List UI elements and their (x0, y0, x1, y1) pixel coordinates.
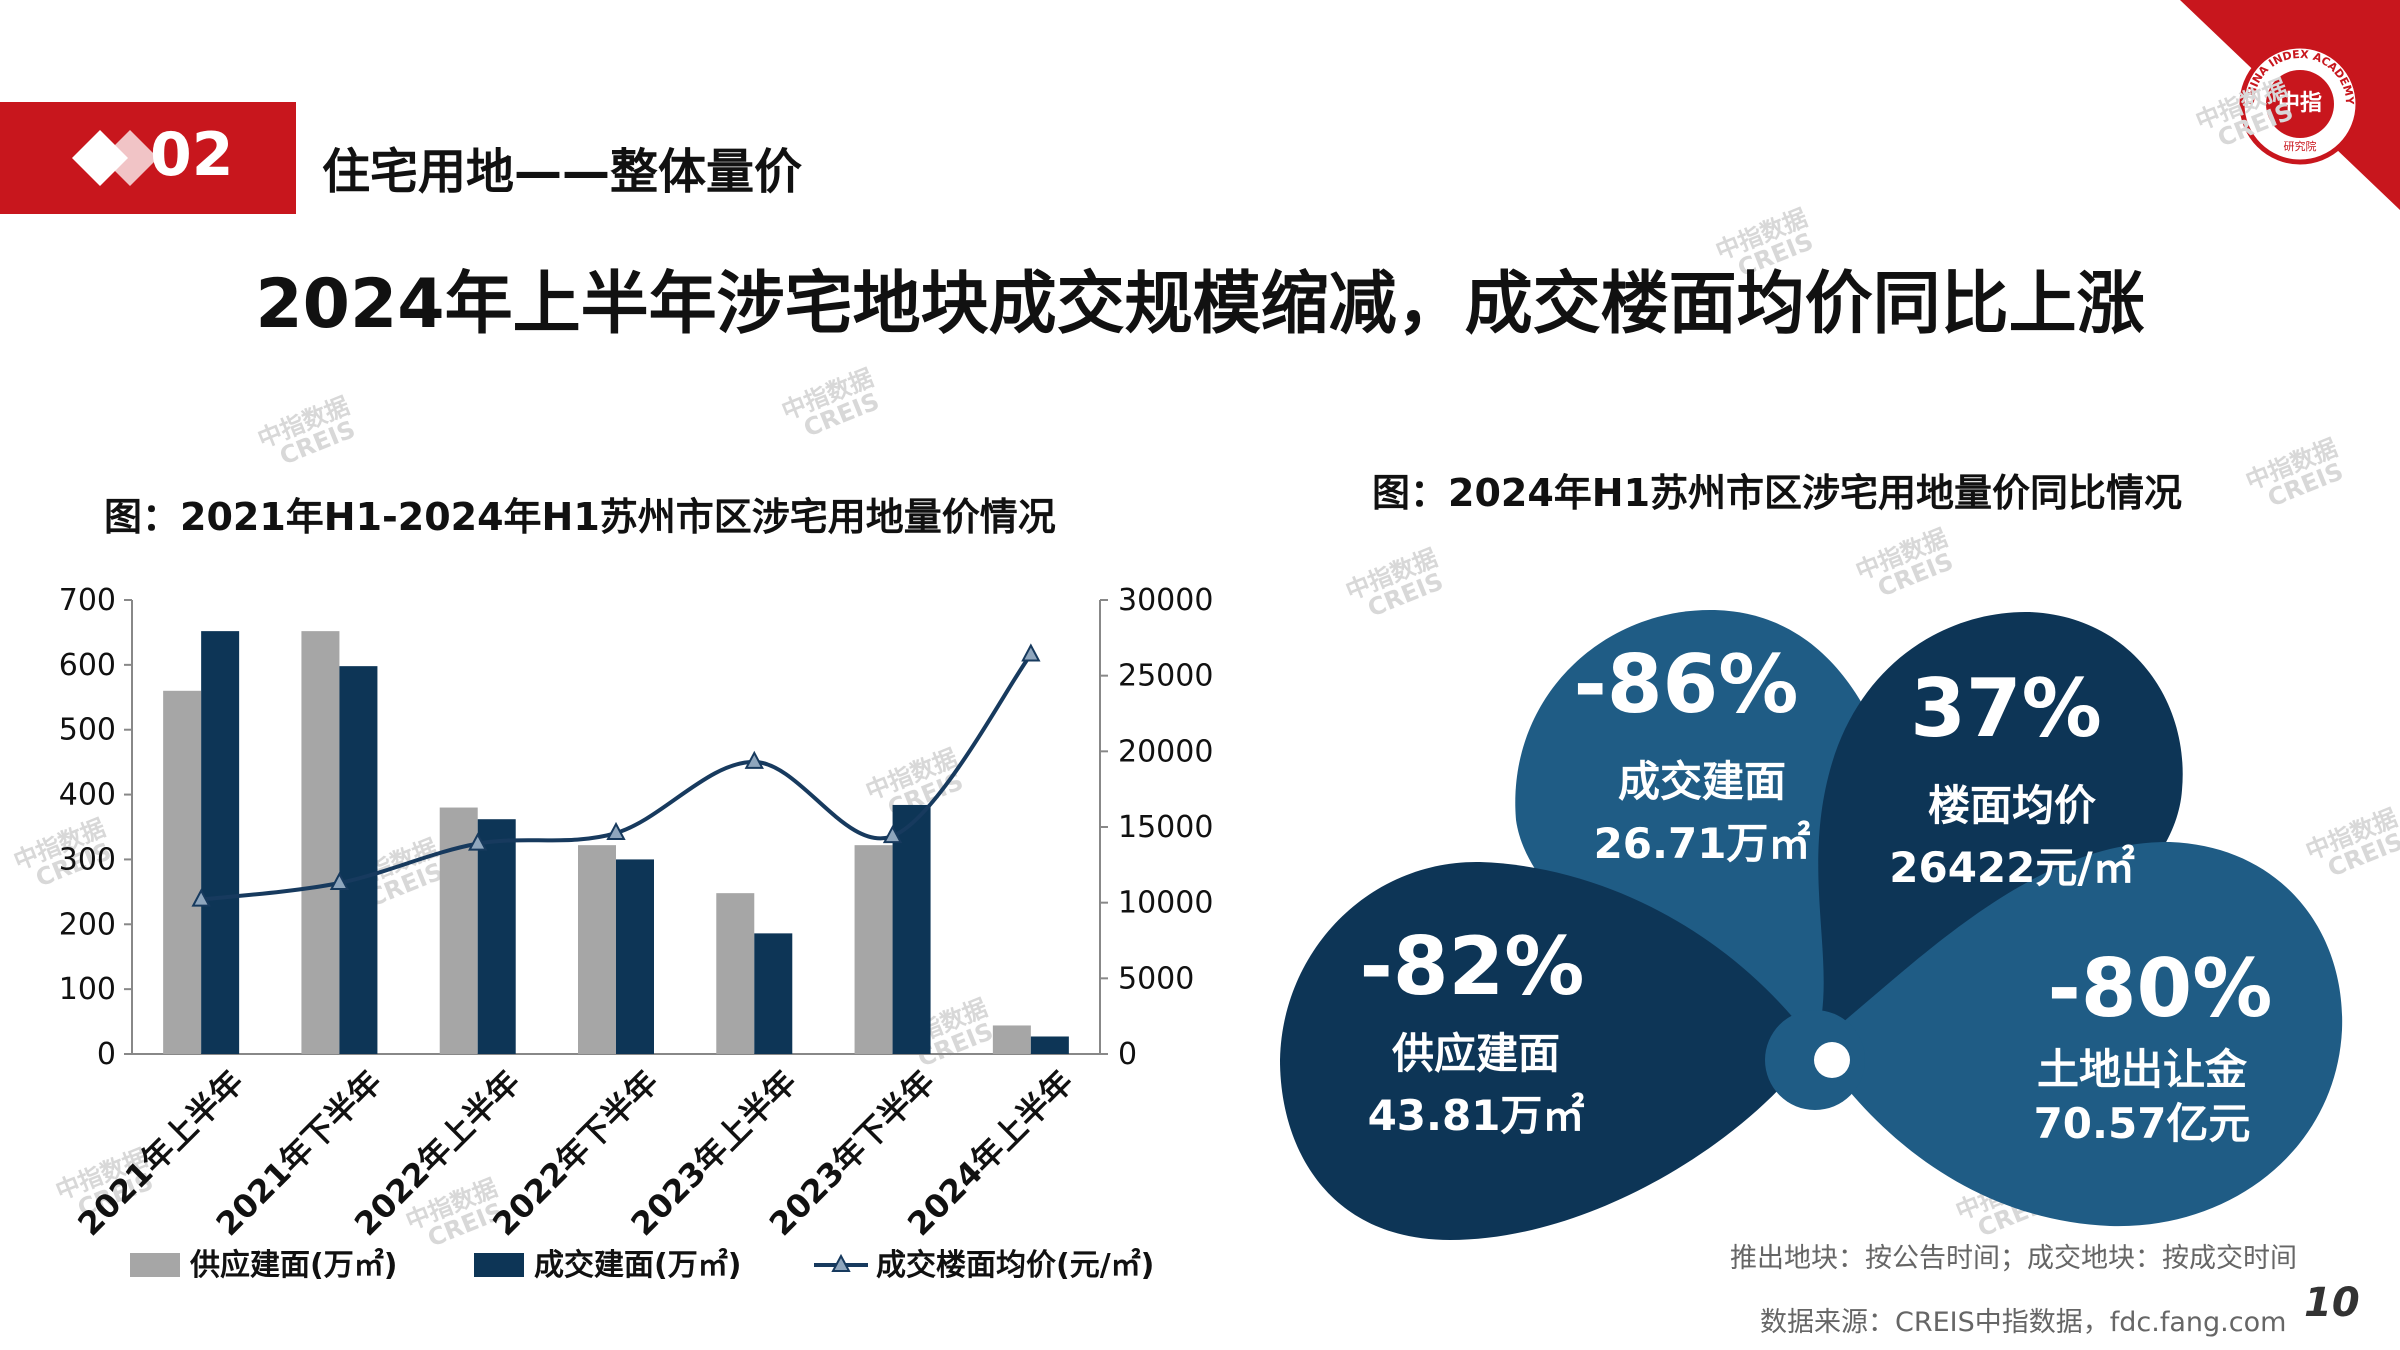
avg-price-value: 26422元/㎡ (1889, 843, 2134, 892)
bar-supply (992, 1025, 1031, 1054)
right-tick-label: 20000 (1118, 734, 1213, 769)
right-tick-label: 30000 (1118, 583, 1213, 618)
land-revenue-value: 70.57亿元 (2034, 1099, 2251, 1148)
legend-swatch-deal (474, 1253, 524, 1277)
deal-area-pct: -86% (1574, 638, 1799, 731)
land-revenue-label: 土地出让金 (2037, 1045, 2248, 1094)
petal-avg-price (1815, 611, 2183, 1045)
combo-chart: 0 100 200 300 400 500 600 700 0 5000 10000 15000 200… (59, 583, 1214, 1283)
left-tick-label: 700 (59, 583, 116, 618)
legend-label-price: 成交楼面均价(元/㎡) (876, 1248, 1154, 1283)
section-title: 住宅用地——整体量价 (322, 144, 803, 200)
left-tick-label: 300 (59, 842, 116, 877)
bar-supply (301, 631, 340, 1054)
bar-deal (892, 804, 931, 1054)
data-source: 数据来源：CREIS中指数据，fdc.fang.com (1760, 1307, 2287, 1338)
bar-supply (854, 845, 893, 1054)
headline: 2024年上半年涉宅地块成交规模缩减，成交楼面均价同比上涨 (255, 265, 2145, 344)
footnote: 推出地块：按公告时间；成交地块：按成交时间 (1730, 1243, 2297, 1274)
section-number: 02 (150, 120, 234, 190)
legend-swatch-supply (130, 1253, 180, 1277)
logo: 中指 CHINA INDEX ACADEMY 研究院 (2239, 43, 2361, 165)
supply-label: 供应建面 (1392, 1029, 1560, 1078)
price-point (882, 824, 903, 844)
price-point (329, 871, 350, 890)
logo-text: 中指 (2278, 91, 2322, 116)
left-tick-label: 100 (59, 972, 116, 1007)
avg-price-pct: 37% (1910, 662, 2101, 755)
bar-supply (716, 893, 755, 1054)
left-tick-label: 200 (59, 907, 116, 942)
bar-deal (754, 933, 793, 1054)
center-dot (1814, 1042, 1850, 1078)
right-tick-label: 15000 (1118, 810, 1213, 845)
bar-deal (477, 819, 516, 1054)
petal-supply (1280, 861, 1815, 1240)
left-tick-label: 0 (97, 1037, 116, 1072)
supply-pct: -82% (1360, 920, 1585, 1013)
supply-value: 43.81万㎡ (1368, 1091, 1585, 1140)
bar-deal (339, 666, 378, 1054)
bar-deal (616, 859, 654, 1054)
price-point (744, 750, 764, 769)
deal-area-label: 成交建面 (1618, 757, 1786, 806)
right-tick-label: 5000 (1118, 961, 1194, 996)
avg-price-label: 楼面均价 (1928, 781, 2096, 830)
price-point (468, 832, 488, 851)
petal-infographic: -86% 成交建面 26.71万㎡ 37% 楼面均价 26422元/㎡ -82%… (1280, 610, 2343, 1240)
left-tick-label: 500 (59, 713, 116, 748)
legend-label-deal: 成交建面(万㎡) (534, 1248, 741, 1283)
legend-label-supply: 供应建面(万㎡) (189, 1248, 397, 1283)
left-tick-label: 400 (59, 778, 116, 813)
bar-supply (163, 690, 202, 1054)
logo-sub-text: 研究院 (2284, 139, 2317, 153)
bar-deal (201, 631, 240, 1054)
price-line (200, 653, 1033, 902)
page-number: 10 (2304, 1280, 2360, 1326)
right-tick-label: 0 (1118, 1037, 1137, 1072)
legend-marker-price (831, 1253, 851, 1272)
price-point (1021, 643, 1041, 662)
deal-area-value: 26.71万㎡ (1594, 819, 1811, 868)
left-tick-label: 600 (59, 648, 116, 683)
bar-supply (578, 845, 616, 1054)
land-revenue-pct: -80% (2048, 942, 2273, 1035)
petal-land-revenue (1815, 841, 2343, 1227)
right-chart-title: 图：2024年H1苏州市区涉宅用地量价同比情况 (1372, 471, 2183, 515)
bar-deal (1030, 1036, 1069, 1054)
section-tag (0, 102, 296, 214)
right-tick-label: 25000 (1118, 659, 1213, 694)
right-tick-label: 10000 (1118, 886, 1213, 921)
price-point (606, 821, 626, 841)
left-chart-title: 图：2021年H1-2024年H1苏州市区涉宅用地量价情况 (104, 495, 1056, 539)
diamond-icon (72, 130, 158, 186)
price-point (191, 888, 211, 907)
